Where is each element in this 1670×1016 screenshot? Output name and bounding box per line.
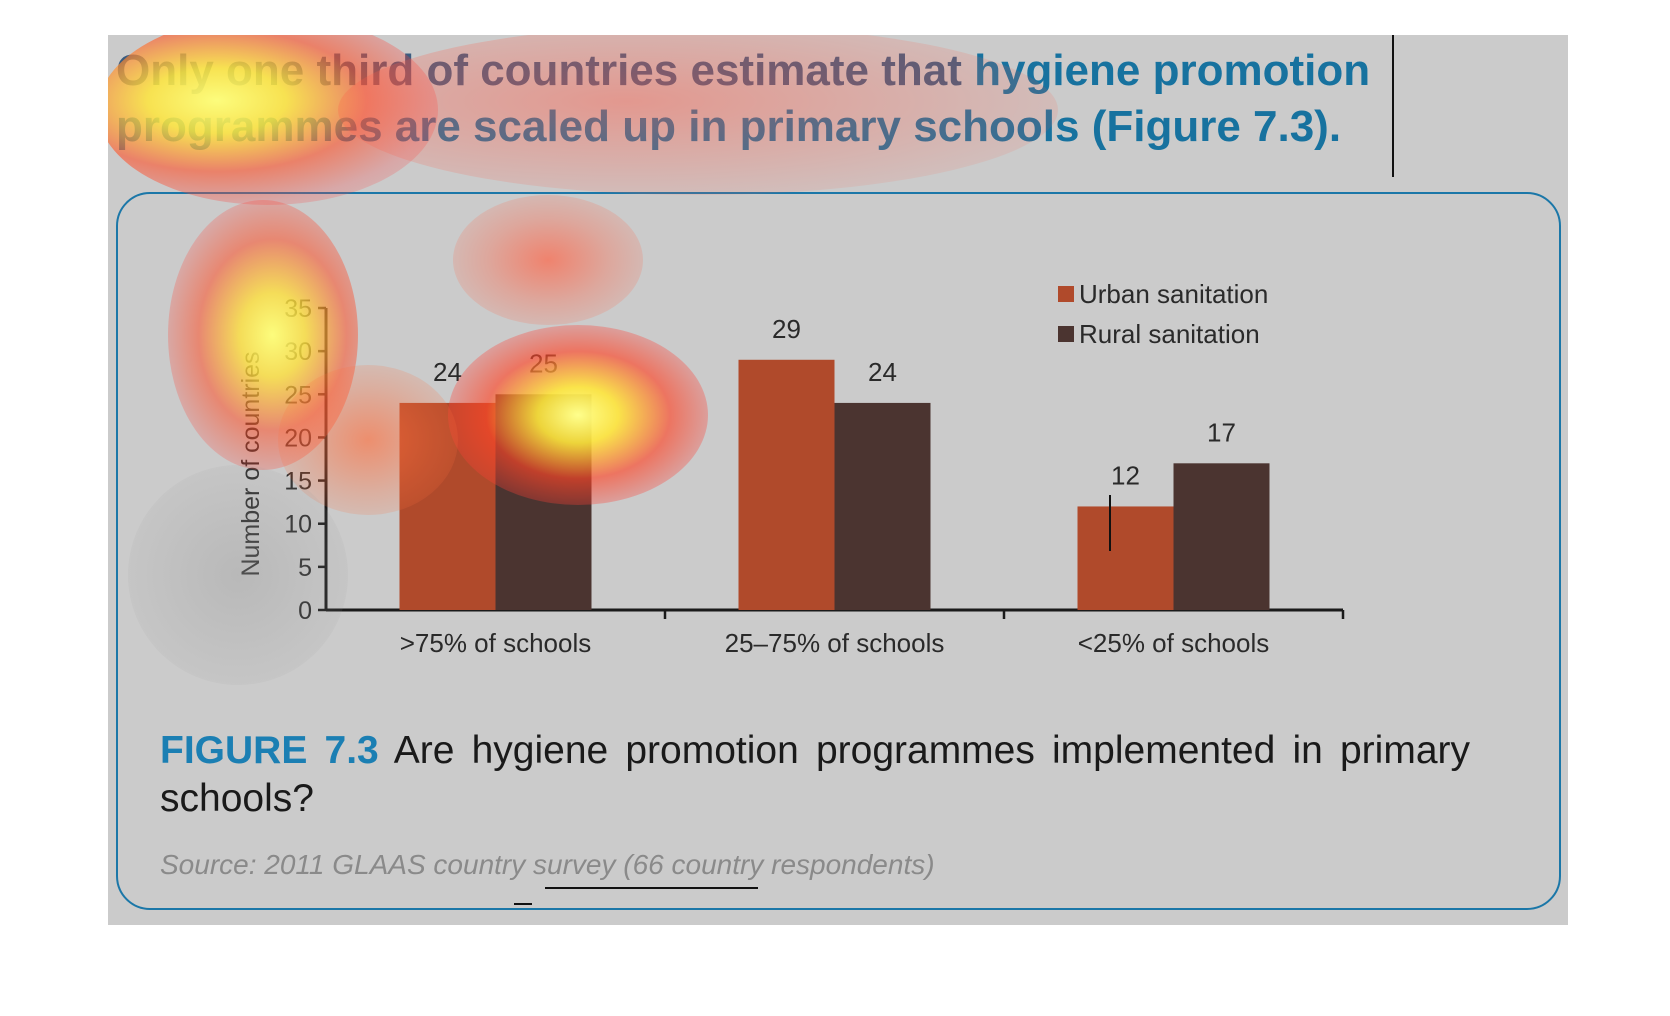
legend-label: Urban sanitation: [1079, 279, 1268, 309]
y-tick-label: 10: [284, 511, 312, 539]
annotation-mark: [514, 903, 532, 905]
annotation-tick: [1109, 495, 1111, 551]
bar: [399, 402, 496, 610]
figure-frame: [116, 192, 1561, 910]
bar: [834, 402, 931, 610]
bar-value-label: 29: [772, 314, 801, 344]
x-tick-label: <25% of schools: [1078, 628, 1270, 658]
bar: [1077, 506, 1174, 610]
bar: [1173, 463, 1270, 610]
y-tick-label: 15: [284, 468, 312, 496]
y-tick-label: 0: [298, 597, 312, 625]
bar: [738, 359, 835, 610]
figure-caption-text: Are hygiene promotion programmes impleme…: [160, 729, 1470, 820]
y-tick-label: 5: [298, 554, 312, 582]
bar-value-label: 25: [529, 348, 558, 378]
bar-value-label: 24: [433, 357, 462, 387]
y-axis-title: Number of countries: [237, 351, 265, 576]
legend-label: Rural sanitation: [1079, 319, 1260, 349]
bar: [495, 394, 592, 610]
bar-value-label: 12: [1111, 460, 1140, 490]
annotation-underline: [545, 887, 758, 889]
figure-caption: FIGURE 7.3 Are hygiene promotion program…: [160, 727, 1470, 823]
text-cursor: [1392, 35, 1394, 177]
figure-label: FIGURE 7.3: [160, 729, 379, 772]
y-tick-label: 25: [284, 381, 312, 409]
x-tick-label: 25–75% of schools: [725, 628, 945, 658]
x-tick-label: >75% of schools: [400, 628, 592, 658]
y-tick-label: 20: [284, 424, 312, 452]
y-tick-label: 30: [284, 338, 312, 366]
slide: Only one third of countries estimate tha…: [108, 35, 1568, 925]
figure-source: Source: 2011 GLAAS country survey (66 co…: [160, 849, 935, 880]
bar-value-label: 24: [868, 357, 897, 387]
legend-swatch: [1058, 286, 1074, 302]
legend-swatch: [1058, 326, 1074, 342]
bar-value-label: 17: [1207, 417, 1236, 447]
y-tick-label: 35: [284, 295, 312, 323]
